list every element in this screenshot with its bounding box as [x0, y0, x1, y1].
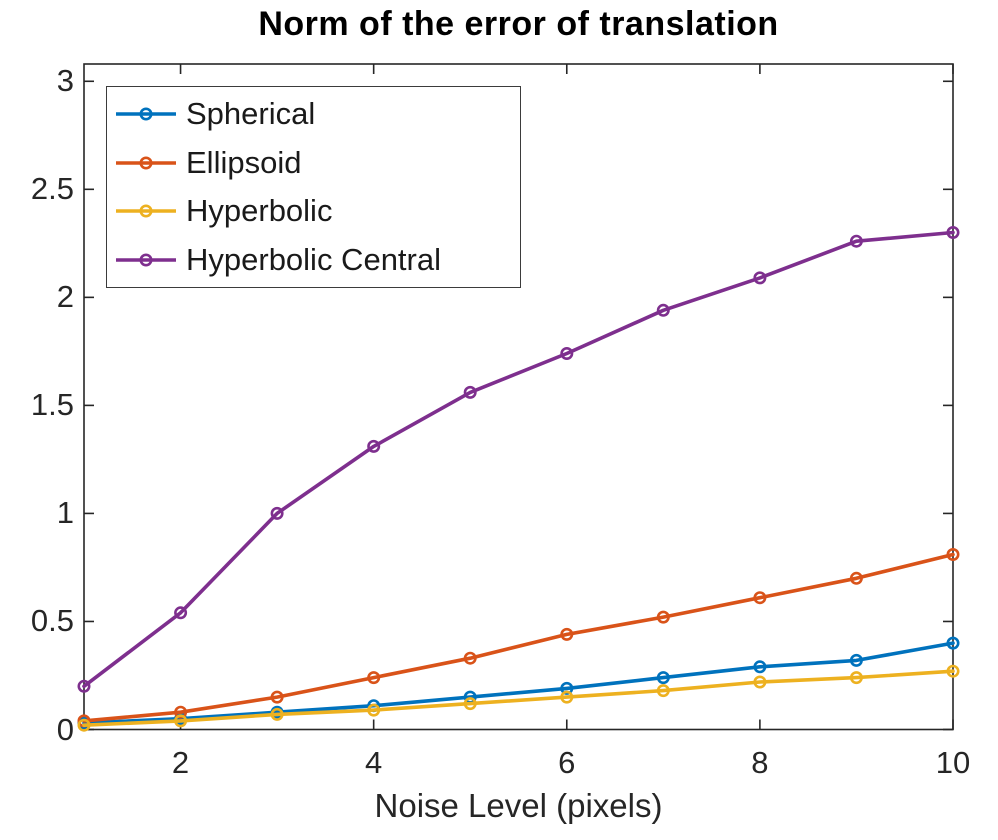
marker-spherical: [946, 636, 960, 650]
chart-title: Norm of the error of translation: [258, 5, 779, 43]
legend-item-spherical: Spherical: [107, 90, 520, 139]
marker-ellipsoid: [270, 690, 284, 704]
marker-hyperbolic-central: [174, 606, 188, 620]
marker-hyperbolic: [946, 664, 960, 678]
marker-hyperbolic: [270, 707, 284, 721]
marker-hyperbolic-central: [463, 385, 477, 399]
marker-spherical: [560, 681, 574, 695]
marker-hyperbolic-central: [560, 346, 574, 360]
marker-spherical: [753, 660, 767, 674]
x-tick-label: 10: [935, 745, 971, 780]
marker-hyperbolic-central: [946, 226, 960, 240]
legend-line-marker-icon: [116, 107, 176, 121]
series-line-hyperbolic: [82, 669, 955, 728]
legend-label: Spherical: [186, 96, 316, 132]
legend-label: Hyperbolic Central: [186, 241, 441, 277]
y-tick-label: 0.5: [30, 603, 74, 639]
x-tick-label: 6: [558, 745, 576, 780]
marker-hyperbolic: [849, 671, 863, 685]
marker-hyperbolic: [753, 675, 767, 689]
marker-ellipsoid: [656, 610, 670, 624]
marker-hyperbolic: [463, 697, 477, 711]
marker-hyperbolic-central: [656, 303, 670, 317]
series-line-hyperbolic-central: [82, 230, 955, 689]
marker-spherical: [849, 653, 863, 667]
marker-hyperbolic: [656, 684, 670, 698]
marker-hyperbolic: [560, 690, 574, 704]
series-line-ellipsoid: [82, 552, 955, 723]
marker-hyperbolic: [174, 714, 188, 728]
marker-hyperbolic-central: [753, 271, 767, 285]
legend-item-ellipsoid: Ellipsoid: [107, 139, 520, 188]
marker-hyperbolic-central: [77, 679, 91, 693]
marker-ellipsoid: [849, 571, 863, 585]
legend-item-hyperbolic-central: Hyperbolic Central: [107, 236, 520, 285]
marker-ellipsoid: [753, 591, 767, 605]
y-tick-label: 2: [56, 279, 74, 315]
legend: Spherical Ellipsoid Hyperbolic Hyperboli…: [106, 86, 521, 288]
y-tick-label: 3: [56, 63, 74, 99]
y-tick-label: 1.5: [30, 387, 74, 423]
marker-hyperbolic-central: [367, 439, 381, 453]
y-tick-label: 0: [56, 711, 74, 747]
legend-line-marker-icon: [116, 253, 176, 267]
y-tick-label: 2.5: [30, 171, 74, 207]
legend-line-marker-icon: [116, 204, 176, 218]
legend-item-hyperbolic: Hyperbolic: [107, 187, 520, 236]
series-line-spherical: [82, 641, 955, 725]
marker-spherical: [656, 671, 670, 685]
x-tick-label: 2: [171, 745, 190, 780]
marker-ellipsoid: [946, 547, 960, 561]
legend-label: Ellipsoid: [186, 144, 302, 180]
marker-ellipsoid: [560, 627, 574, 641]
marker-hyperbolic: [367, 703, 381, 717]
x-tick-label: 4: [365, 745, 383, 780]
marker-hyperbolic-central: [270, 506, 284, 520]
marker-ellipsoid: [367, 671, 381, 685]
x-tick-label: 8: [751, 745, 769, 780]
legend-label: Hyperbolic: [186, 193, 333, 229]
marker-hyperbolic: [77, 718, 91, 732]
marker-hyperbolic-central: [849, 234, 863, 248]
legend-line-marker-icon: [116, 156, 176, 170]
marker-ellipsoid: [174, 705, 188, 719]
x-axis-label: Noise Level (pixels): [374, 787, 663, 824]
marker-ellipsoid: [463, 651, 477, 665]
axes-box: [83, 63, 954, 731]
y-tick-label: 1: [56, 495, 74, 531]
